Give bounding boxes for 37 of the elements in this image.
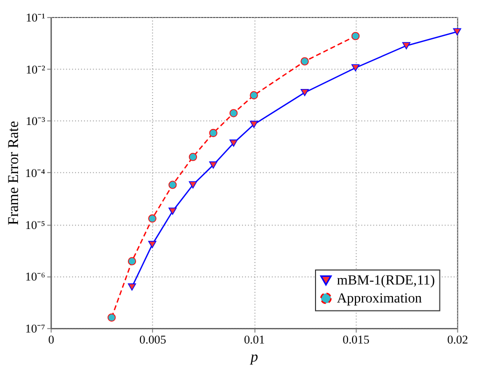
point [351,32,360,40]
x-tick-label: 0 [48,332,54,347]
point [351,64,360,72]
point [300,88,309,96]
x-axis-title: p [250,349,258,366]
x-tick-label: 0.015 [342,332,370,347]
point [168,208,177,215]
legend-label: mBM-1(RDE,11) [336,273,436,288]
point [230,140,238,147]
y-tick-label: 10⁻⁶ [25,270,46,284]
point [209,128,218,138]
x-tick-label: 0.01 [244,332,265,347]
point [128,283,136,291]
x-tick-label: 0.005 [139,332,166,347]
point [168,180,177,189]
point [148,240,156,248]
point [108,313,116,322]
y-tick-label: 10⁻⁷ [25,322,46,336]
point [453,28,462,36]
point [128,257,136,266]
point [188,181,198,188]
y-tick-label: 10⁻² [26,62,46,76]
y-tick-label: 10⁻⁵ [25,218,46,232]
y-tick-label: 10⁻¹ [26,10,46,25]
point [300,57,309,66]
y-tick-label: 10⁻³ [26,114,46,128]
point [209,161,218,169]
y-tick-label: 10⁻⁴ [25,166,46,180]
y-axis-title: Frame Error Rate [6,120,22,226]
x-tick-label: 0.02 [447,332,468,347]
point [230,109,238,118]
point [188,152,198,162]
point [402,42,410,50]
point [148,214,156,223]
legend-label: Approximation [336,291,422,306]
point [250,91,258,100]
point [250,120,258,128]
